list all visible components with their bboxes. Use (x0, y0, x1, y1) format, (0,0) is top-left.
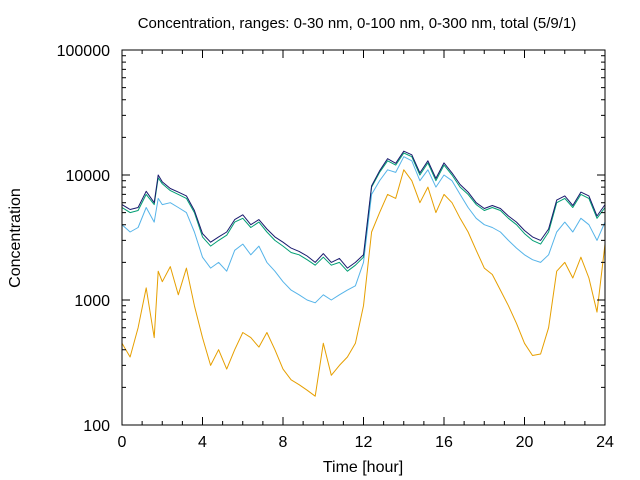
y-tick-label: 10000 (66, 168, 111, 185)
x-tick-label: 16 (435, 434, 453, 451)
x-tick-label: 0 (118, 434, 127, 451)
x-axis: 0 4 8 12 16 20 24 (118, 50, 614, 451)
x-tick-label: 20 (516, 434, 534, 451)
series-line-3 (121, 152, 606, 272)
y-axis-label: Concentration (7, 188, 24, 288)
x-tick-label: 8 (279, 434, 288, 451)
x-tick-label: 24 (596, 434, 614, 451)
x-axis-label: Time [hour] (323, 459, 403, 476)
chart-title: Concentration, ranges: 0-30 nm, 0-100 nm… (138, 15, 577, 32)
series-line-2 (121, 156, 606, 304)
y-tick-label: 100000 (57, 43, 110, 60)
x-tick-label: 12 (355, 434, 373, 451)
y-tick-label: 1000 (74, 293, 110, 310)
series-group (121, 150, 606, 397)
x-tick-label: 4 (198, 434, 207, 451)
plot-frame (121, 49, 606, 426)
y-axis: 100 1000 10000 100000 (57, 43, 605, 435)
series-line-4 (121, 150, 606, 269)
y-tick-label: 100 (83, 418, 110, 435)
series-line-1 (121, 169, 606, 397)
